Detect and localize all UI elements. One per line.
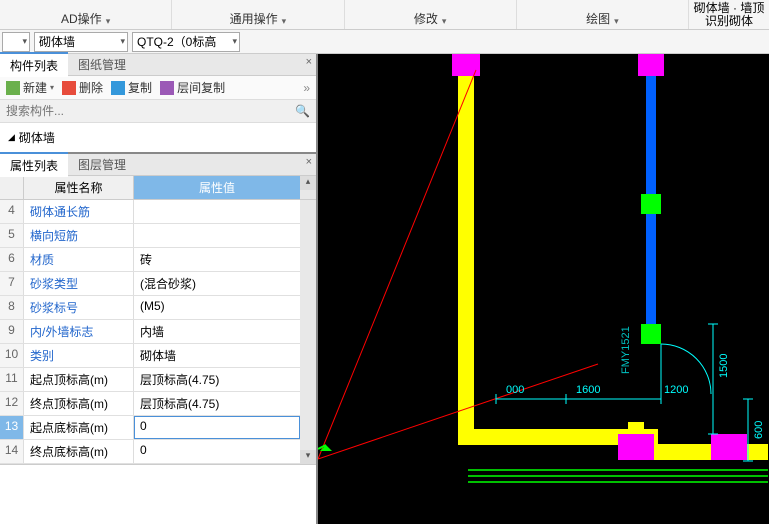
- row-num: 4: [0, 200, 24, 223]
- canvas-label-fmy: FMY1521: [620, 326, 632, 374]
- component-tree: ◢ 砌体墙: [0, 123, 316, 152]
- row-num: 11: [0, 368, 24, 391]
- new-button[interactable]: 新建▾: [6, 79, 54, 96]
- prop-row-10[interactable]: 10类别砌体墙: [0, 344, 300, 368]
- property-panel: 属性列表 图层管理 × 属性名称 属性值 ▴ 4砌体通长筋5横向短筋6材质砖7砂…: [0, 152, 316, 524]
- ribbon-section-ad[interactable]: AD操作▾: [0, 0, 172, 29]
- prop-row-11[interactable]: 11起点顶标高(m)层顶标高(4.75): [0, 368, 300, 392]
- prop-row-13[interactable]: 13起点底标高(m)0: [0, 416, 300, 440]
- dim-1500: 1500: [718, 354, 730, 378]
- tree-collapse-icon[interactable]: ◢: [8, 132, 15, 143]
- search-icon[interactable]: 🔍: [295, 104, 310, 118]
- row-num: 14: [0, 440, 24, 463]
- row-num: 7: [0, 272, 24, 295]
- prop-name: 终点底标高(m): [24, 440, 134, 463]
- row-num: 13: [0, 416, 24, 439]
- copy-button[interactable]: 复制: [111, 79, 152, 96]
- ribbon-right-label: 砌体墙 · 墙顶 识别砌体: [689, 2, 769, 28]
- new-icon: [6, 81, 20, 95]
- drawing-canvas[interactable]: 000 1600 1200 1500 600 FMY1521: [318, 54, 769, 524]
- tab-component-list[interactable]: 构件列表: [0, 52, 68, 77]
- prop-name: 终点顶标高(m): [24, 392, 134, 415]
- search-row: 🔍: [0, 100, 316, 123]
- prop-value[interactable]: 内墙: [134, 320, 300, 343]
- row-num: 6: [0, 248, 24, 271]
- dim-1600: 1600: [576, 384, 600, 396]
- col-header-name: 属性名称: [24, 176, 134, 199]
- scroll-up-icon[interactable]: ▴: [300, 176, 316, 190]
- prop-value[interactable]: 砌体墙: [134, 344, 300, 367]
- prop-name: 砂浆类型: [24, 272, 134, 295]
- prop-name: 材质: [24, 248, 134, 271]
- copy-icon: [111, 81, 125, 95]
- prop-row-14[interactable]: 14终点底标高(m)0: [0, 440, 300, 464]
- prop-value[interactable]: 层顶标高(4.75): [134, 368, 300, 391]
- copy-between-button[interactable]: 层间复制: [160, 79, 225, 96]
- prop-name: 起点底标高(m): [24, 416, 134, 439]
- ribbon-section-general[interactable]: 通用操作▾: [172, 0, 344, 29]
- prop-value[interactable]: 层顶标高(4.75): [134, 392, 300, 415]
- ribbon-section-draw[interactable]: 绘图▾: [517, 0, 689, 29]
- dim-600: 600: [753, 421, 765, 439]
- prop-name: 砂浆标号: [24, 296, 134, 319]
- prop-row-5[interactable]: 5横向短筋: [0, 224, 300, 248]
- row-num: 8: [0, 296, 24, 319]
- property-grid-header: 属性名称 属性值 ▴: [0, 176, 316, 200]
- prop-value[interactable]: 砖: [134, 248, 300, 271]
- prop-row-6[interactable]: 6材质砖: [0, 248, 300, 272]
- tree-item-wall[interactable]: ◢ 砌体墙: [8, 127, 308, 148]
- col-header-value[interactable]: 属性值: [134, 176, 300, 199]
- row-num: 12: [0, 392, 24, 415]
- copy-between-icon: [160, 81, 174, 95]
- combo-2[interactable]: 砌体墙▾: [34, 32, 128, 52]
- property-panel-header: 属性列表 图层管理 ×: [0, 154, 316, 176]
- dim-000: 000: [506, 384, 524, 396]
- scroll-down-icon[interactable]: ▾: [300, 450, 316, 464]
- dim-1200: 1200: [664, 384, 688, 396]
- search-input[interactable]: [6, 104, 295, 118]
- tab-property-list[interactable]: 属性列表: [0, 152, 68, 177]
- prop-value[interactable]: 0: [134, 416, 300, 439]
- tab-layer-mgmt[interactable]: 图层管理: [68, 153, 136, 176]
- prop-name: 内/外墙标志: [24, 320, 134, 343]
- tab-drawing-mgmt[interactable]: 图纸管理: [68, 53, 136, 76]
- prop-row-12[interactable]: 12终点顶标高(m)层顶标高(4.75): [0, 392, 300, 416]
- prop-value[interactable]: [134, 200, 300, 223]
- prop-value[interactable]: (混合砂浆): [134, 272, 300, 295]
- prop-name: 起点顶标高(m): [24, 368, 134, 391]
- delete-icon: [62, 81, 76, 95]
- combo-3[interactable]: QTQ-2（0标高▾: [132, 32, 240, 52]
- prop-close-icon[interactable]: ×: [306, 156, 312, 168]
- left-panel: 构件列表 图纸管理 × 新建▾ 删除 复制 层间复制 »: [0, 54, 318, 524]
- ribbon: AD操作▾ 通用操作▾ 修改▾ 绘图▾ 砌体墙 · 墙顶 识别砌体: [0, 0, 769, 30]
- delete-button[interactable]: 删除: [62, 79, 103, 96]
- prop-name: 砌体通长筋: [24, 200, 134, 223]
- prop-row-7[interactable]: 7砂浆类型(混合砂浆): [0, 272, 300, 296]
- close-icon[interactable]: ×: [306, 56, 312, 68]
- combo-row: ▾ 砌体墙▾ QTQ-2（0标高▾: [0, 30, 769, 54]
- row-num: 10: [0, 344, 24, 367]
- more-icon[interactable]: »: [303, 81, 310, 95]
- property-grid: 属性名称 属性值 ▴ 4砌体通长筋5横向短筋6材质砖7砂浆类型(混合砂浆)8砂浆…: [0, 176, 316, 464]
- combo-1[interactable]: ▾: [2, 32, 30, 52]
- prop-value[interactable]: 0: [134, 440, 300, 463]
- prop-name: 类别: [24, 344, 134, 367]
- prop-name: 横向短筋: [24, 224, 134, 247]
- ribbon-section-modify[interactable]: 修改▾: [345, 0, 517, 29]
- prop-value[interactable]: [134, 224, 300, 247]
- scrollbar[interactable]: ▾: [300, 200, 316, 464]
- prop-row-9[interactable]: 9内/外墙标志内墙: [0, 320, 300, 344]
- component-toolbar: 新建▾ 删除 复制 层间复制 »: [0, 76, 316, 100]
- row-num: 9: [0, 320, 24, 343]
- prop-row-8[interactable]: 8砂浆标号(M5): [0, 296, 300, 320]
- row-num: 5: [0, 224, 24, 247]
- prop-value[interactable]: (M5): [134, 296, 300, 319]
- prop-row-4[interactable]: 4砌体通长筋: [0, 200, 300, 224]
- component-panel-header: 构件列表 图纸管理 ×: [0, 54, 316, 76]
